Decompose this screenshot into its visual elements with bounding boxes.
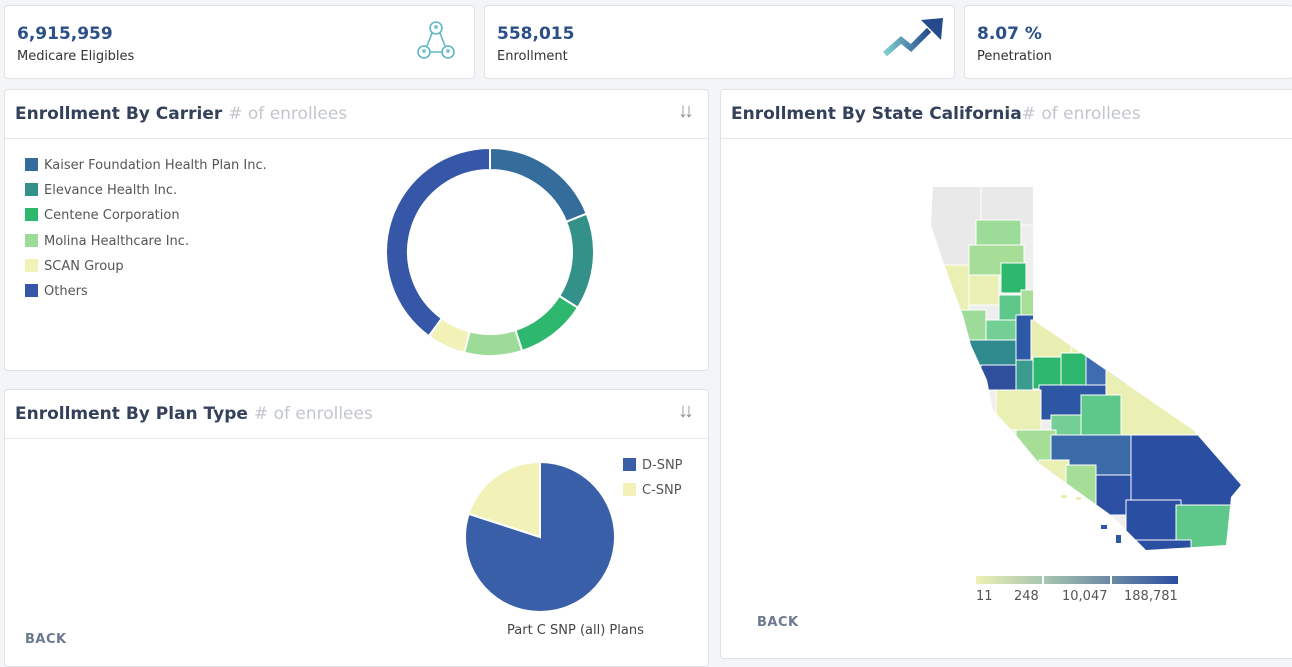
scale-label: 188,781 (1124, 589, 1178, 604)
kpi-card-eligibles: 6,915,959 Medicare Eligibles (4, 5, 475, 79)
slice-others[interactable] (385, 146, 491, 338)
slice-elevance-health-inc[interactable] (557, 212, 595, 310)
legend-item[interactable]: Elevance Health Inc. (25, 183, 177, 198)
legend-label: Kaiser Foundation Health Plan Inc. (44, 158, 267, 173)
legend-label: Centene Corporation (44, 208, 180, 224)
legend-label: Others (44, 284, 88, 299)
legend-item[interactable]: Kaiser Foundation Health Plan Inc. (25, 158, 267, 173)
scale-label: 248 (1014, 589, 1039, 604)
panel-subtitle: # of enrollees (253, 404, 373, 424)
legend-label: C-SNP (642, 483, 682, 498)
legend-swatch (25, 158, 38, 171)
kpi-label: Medicare Eligibles (17, 49, 135, 64)
legend-swatch (623, 458, 636, 471)
legend-item[interactable]: D-SNP (623, 458, 683, 473)
trend-up-arrow-icon (883, 18, 943, 57)
kpi-card-enrollment: 558,015 Enrollment (484, 5, 955, 79)
legend-swatch (25, 284, 38, 297)
legend-swatch (623, 483, 636, 496)
legend-item[interactable]: SCAN Group (25, 258, 124, 274)
legend-label: Elevance Health Inc. (44, 183, 178, 199)
legend-label: Molina Healthcare Inc. (44, 233, 190, 249)
panel-subtitle: # of enrollees (1021, 104, 1141, 124)
kpi-label: Enrollment (497, 49, 568, 64)
legend-item[interactable]: C-SNP (623, 483, 682, 498)
pie-caption: Part C SNP (all) Plans (507, 623, 644, 638)
california-county-map (931, 187, 1241, 550)
panel-title-text: Enrollment By Plan Type (15, 404, 248, 424)
slice-centene-corporation[interactable] (514, 294, 580, 353)
legend-item[interactable]: Molina Healthcare Inc. (25, 233, 190, 249)
panel-header: Enrollment By Carrier # of enrollees ↓↓ (5, 90, 708, 139)
people-network-icon (417, 21, 455, 59)
carrier-panel: Enrollment By Carrier # of enrollees ↓↓ K… (4, 89, 709, 371)
panel-subtitle: # of enrollees (228, 104, 348, 124)
back-button[interactable]: BACK (757, 615, 799, 630)
map-color-scale: 11 248 10,047 188,781 (976, 576, 1178, 604)
sort-icon[interactable]: ↓↓ (678, 400, 694, 422)
panel-title-text: Enrollment By State California (731, 104, 1022, 124)
panel-header: Enrollment By Plan Type # of enrollees ↓↓ (5, 390, 708, 439)
sort-icon[interactable]: ↓↓ (678, 100, 694, 122)
legend-item[interactable]: Others (25, 284, 88, 299)
legend-swatch (25, 208, 38, 222)
legend-label: D-SNP (642, 458, 683, 473)
legend-swatch (25, 258, 38, 272)
panel-title: Enrollment By State California# of enrol… (731, 104, 1141, 124)
kpi-value: 558,015 (497, 24, 575, 44)
kpi-label: Penetration (977, 49, 1052, 64)
slice-molina-healthcare-inc[interactable] (462, 328, 524, 357)
kpi-value: 8.07 % (977, 24, 1042, 44)
panel-title: Enrollment By Plan Type # of enrollees (15, 404, 373, 424)
plan-type-panel: Enrollment By Plan Type # of enrollees ↓↓… (4, 389, 709, 667)
state-panel: Enrollment By State California# of enrol… (720, 89, 1292, 659)
legend-swatch (25, 233, 38, 247)
panel-header: Enrollment By State California# of enrol… (721, 90, 1292, 139)
legend-swatch (25, 183, 38, 197)
scale-label: 11 (976, 589, 993, 604)
slice-c-snp[interactable] (467, 460, 541, 539)
panel-title: Enrollment By Carrier # of enrollees (15, 104, 347, 124)
legend-item[interactable]: Centene Corporation (25, 208, 180, 223)
panel-title-text: Enrollment By Carrier (15, 104, 223, 124)
scale-label: 10,047 (1062, 589, 1108, 604)
plan-type-pie-chart (464, 460, 616, 613)
back-button[interactable]: BACK (25, 632, 67, 647)
kpi-value: 6,915,959 (17, 24, 113, 44)
carrier-donut-chart (385, 146, 595, 357)
kpi-card-penetration: 8.07 % Penetration (964, 5, 1292, 79)
legend-label: SCAN Group (44, 258, 124, 274)
slice-kaiser-foundation-health-plan-inc[interactable] (489, 146, 588, 224)
